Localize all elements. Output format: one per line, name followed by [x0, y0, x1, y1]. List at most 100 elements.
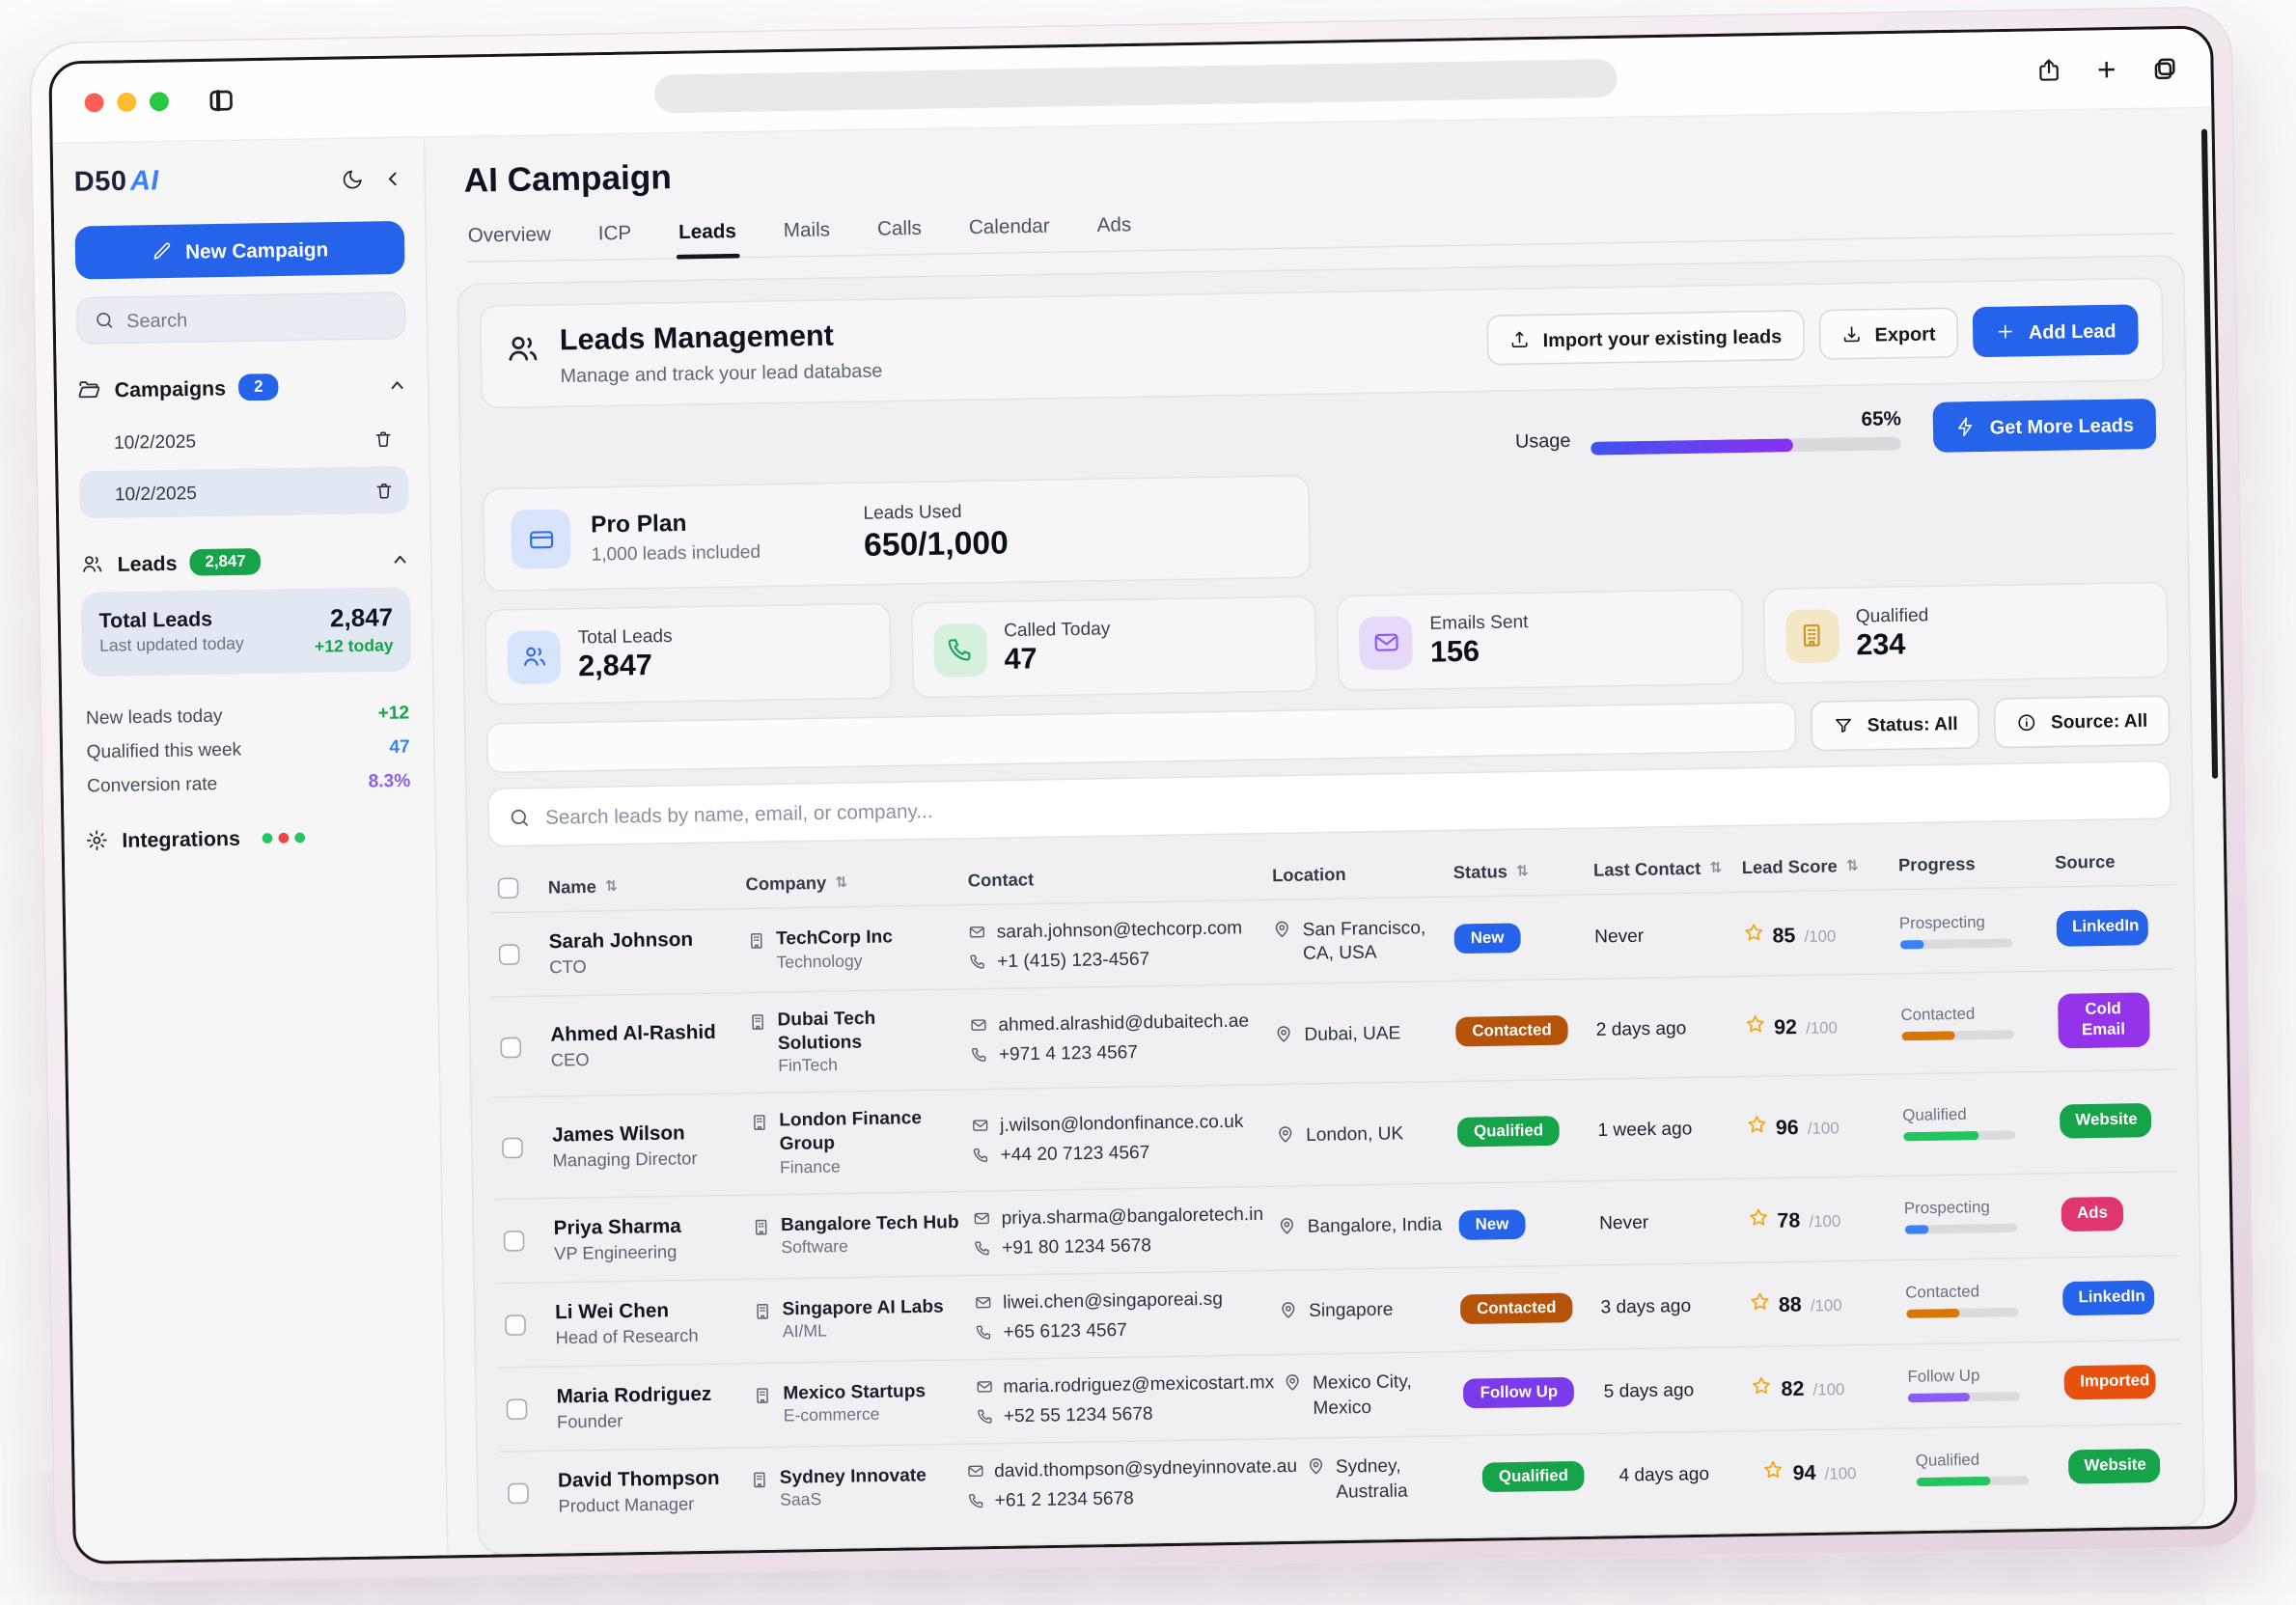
row-checkbox[interactable] — [508, 1481, 529, 1504]
sort-icon[interactable]: ⇅ — [1515, 863, 1530, 880]
table-row[interactable]: Maria Rodriguez Founder Mexico Startups E-c… — [496, 1338, 2182, 1451]
sort-icon[interactable]: ⇅ — [1845, 857, 1859, 874]
column-header-company[interactable]: Company ⇅ — [745, 871, 958, 895]
status-filter-button[interactable]: Status: All — [1811, 698, 1981, 752]
tab-mails[interactable]: Mails — [781, 218, 834, 256]
sort-icon[interactable]: ⇅ — [1709, 859, 1723, 876]
info-icon — [2019, 714, 2035, 732]
address-bar[interactable] — [653, 58, 1618, 113]
zoom-button[interactable] — [149, 92, 170, 112]
company-industry: E-commerce — [783, 1406, 880, 1426]
export-button[interactable]: Export — [1817, 307, 1958, 360]
email-line[interactable]: david.thompson@sydneyinnovate.au — [966, 1454, 1297, 1480]
filter-input[interactable] — [485, 701, 1797, 774]
campaign-date: 10/2/2025 — [113, 430, 197, 454]
sort-icon[interactable]: ⇅ — [835, 873, 848, 892]
tab-calendar[interactable]: Calendar — [966, 214, 1054, 253]
tab-calls[interactable]: Calls — [874, 216, 926, 254]
email-line[interactable]: maria.rodriguez@mexicostart.mx — [975, 1370, 1274, 1397]
column-header-name[interactable]: Name ⇅ — [548, 874, 737, 898]
sidebar-item-leads[interactable]: Leads 2,847 — [80, 545, 410, 577]
import-leads-button[interactable]: Import your existing leads — [1486, 310, 1805, 366]
building-icon — [749, 1110, 768, 1132]
email-line[interactable]: liwei.chen@singaporeai.sg — [975, 1287, 1270, 1312]
minimize-button[interactable] — [117, 92, 137, 112]
email-line[interactable]: priya.sharma@bangaloretech.in — [973, 1203, 1268, 1228]
source-badge: LinkedIn — [2056, 910, 2148, 947]
tab-overview[interactable]: Overview — [464, 223, 554, 262]
section-subtitle: Manage and track your lead database — [560, 359, 883, 387]
dark-mode-icon[interactable] — [342, 168, 364, 190]
row-checkbox[interactable] — [503, 1230, 525, 1251]
campaign-item[interactable]: 10/2/2025 — [78, 419, 408, 462]
table-row[interactable]: Sarah Johnson CTO TechCorp Inc Technology sa… — [489, 884, 2174, 997]
campaign-item[interactable]: 10/2/2025 — [78, 465, 409, 519]
table-row[interactable]: James Wilson Managing Director London Fina… — [492, 1068, 2177, 1199]
source-filter-button[interactable]: Source: All — [1994, 695, 2171, 749]
integration-status-dots — [262, 831, 306, 844]
add-lead-button[interactable]: Add Lead — [1972, 304, 2139, 358]
row-checkbox[interactable] — [505, 1314, 526, 1336]
credit-card-icon — [511, 509, 571, 569]
column-header-last-contact[interactable]: Last Contact ⇅ — [1593, 857, 1733, 880]
row-checkbox[interactable] — [498, 944, 520, 965]
email-line[interactable]: ahmed.alrashid@dubaitech.ae — [970, 1010, 1265, 1035]
get-more-leads-button[interactable]: Get More Leads — [1933, 398, 2157, 453]
chevron-up-icon[interactable] — [387, 375, 406, 395]
users-icon — [83, 556, 102, 572]
source-cell: Cold Email — [2057, 992, 2166, 1049]
lead-name-cell: Li Wei Chen Head of Research — [555, 1297, 744, 1347]
progress-bar — [1916, 1476, 2029, 1487]
table-row[interactable]: Priya Sharma VP Engineering Bangalore Tech… — [493, 1170, 2179, 1283]
sidebar-toggle-icon[interactable] — [207, 86, 235, 115]
progress-bar — [1904, 1223, 2017, 1234]
tab-leads[interactable]: Leads — [676, 220, 739, 258]
row-checkbox[interactable] — [500, 1036, 522, 1058]
sidebar-stat-label: New leads today — [85, 705, 223, 729]
phone-line[interactable]: +971 4 123 4567 — [971, 1038, 1266, 1064]
column-header-status[interactable]: Status ⇅ — [1453, 860, 1585, 882]
company-name: Bangalore Tech Hub — [780, 1210, 959, 1235]
browser-window: + D50AI — [48, 25, 2238, 1564]
trash-icon[interactable] — [373, 429, 393, 448]
collapse-sidebar-icon[interactable] — [384, 169, 403, 188]
email-line[interactable]: sarah.johnson@techcorp.com — [969, 917, 1264, 942]
trash-icon[interactable] — [374, 481, 394, 500]
tabs-overview-icon[interactable] — [2151, 55, 2178, 82]
phone-line[interactable]: +1 (415) 123-4567 — [969, 947, 1264, 972]
column-header-lead-score[interactable]: Lead Score ⇅ — [1742, 855, 1890, 878]
table-row[interactable]: David Thompson Product Manager Sydney Inno… — [498, 1422, 2183, 1535]
tab-icp[interactable]: ICP — [595, 221, 635, 259]
chevron-up-icon[interactable] — [390, 549, 409, 568]
leads-table: Name ⇅ Company ⇅ Contact Location Status ⇅ Last … — [488, 837, 2183, 1535]
sidebar-item-campaigns[interactable]: Campaigns 2 — [77, 372, 407, 403]
phone-line[interactable]: +65 6123 4567 — [975, 1316, 1270, 1342]
leads-search-input[interactable]: Search leads by name, email, or company.… — [486, 760, 2172, 847]
company-industry: Technology — [776, 953, 863, 973]
phone-line[interactable]: +52 55 1234 5678 — [976, 1400, 1275, 1426]
score-value: 96 — [1775, 1115, 1799, 1140]
row-checkbox[interactable] — [506, 1397, 528, 1420]
phone-line[interactable]: +61 2 1234 5678 — [966, 1484, 1297, 1510]
location-cell: Bangalore, India — [1278, 1213, 1451, 1240]
close-button[interactable] — [84, 93, 104, 113]
tab-ads[interactable]: Ads — [1093, 213, 1134, 251]
new-tab-icon[interactable]: + — [2096, 49, 2116, 88]
sidebar-item-integrations[interactable]: Integrations — [85, 823, 415, 852]
lead-role: Product Manager — [558, 1492, 695, 1516]
share-icon[interactable] — [2036, 58, 2061, 83]
progress-fill — [1907, 1392, 1970, 1403]
sidebar-search-input[interactable]: Search — [75, 291, 406, 345]
select-all-checkbox[interactable] — [497, 877, 519, 899]
phone-line[interactable]: +44 20 7123 4567 — [972, 1140, 1267, 1165]
status-cell: Follow Up — [1463, 1376, 1595, 1408]
row-checkbox[interactable] — [502, 1137, 523, 1159]
sort-icon[interactable]: ⇅ — [604, 877, 619, 895]
phone-line[interactable]: +91 80 1234 5678 — [974, 1232, 1269, 1258]
email-line[interactable]: j.wilson@londonfinance.co.uk — [972, 1110, 1267, 1135]
table-row[interactable]: Ahmed Al-Rashid CEO Dubai Tech Solutions Fi… — [490, 968, 2176, 1097]
email-text: david.thompson@sydneyinnovate.au — [993, 1454, 1298, 1480]
total-leads-card[interactable]: Total Leads Last updated today 2,847 +12… — [80, 587, 412, 678]
new-campaign-button[interactable]: New Campaign — [74, 220, 405, 280]
table-row[interactable]: Li Wei Chen Head of Research Singapore AI … — [495, 1254, 2180, 1367]
